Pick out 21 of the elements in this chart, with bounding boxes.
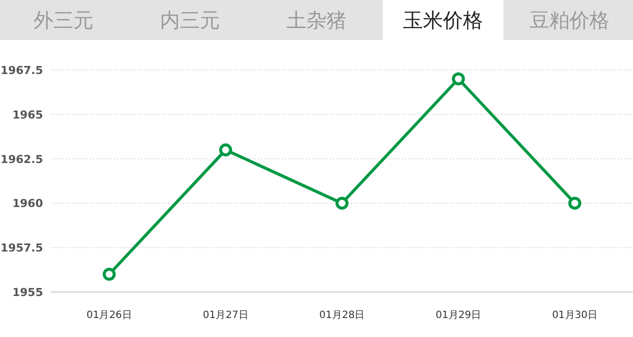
point bbox=[336, 196, 348, 210]
y-tick-label: 1960 bbox=[12, 197, 44, 210]
y-tick-label: 1962.5 bbox=[0, 152, 43, 166]
point bbox=[452, 72, 465, 86]
point bbox=[219, 143, 232, 156]
x-tick-label: 01月28日 bbox=[319, 310, 365, 321]
point bbox=[568, 196, 582, 210]
chart-title: 玉米价格 bbox=[403, 8, 484, 32]
text: 土杂猪 bbox=[286, 8, 346, 32]
text: 内三元 bbox=[160, 8, 220, 32]
text: 豆粕价格 bbox=[530, 8, 610, 32]
x-tick-label: 01月26日 bbox=[86, 310, 132, 321]
text: 外三元 bbox=[33, 8, 94, 32]
x-tick-label: 01月29日 bbox=[436, 310, 482, 321]
y-tick-label: 1957.5 bbox=[0, 242, 43, 255]
x-tick-label: 01月30日 bbox=[552, 310, 598, 321]
x-tick-label: 01月27日 bbox=[202, 310, 248, 321]
y-tick-label: 1965 bbox=[12, 108, 43, 122]
y-tick-label: 1955 bbox=[12, 286, 43, 299]
point bbox=[102, 268, 116, 281]
y-tick-label: 1967.5 bbox=[0, 64, 43, 77]
